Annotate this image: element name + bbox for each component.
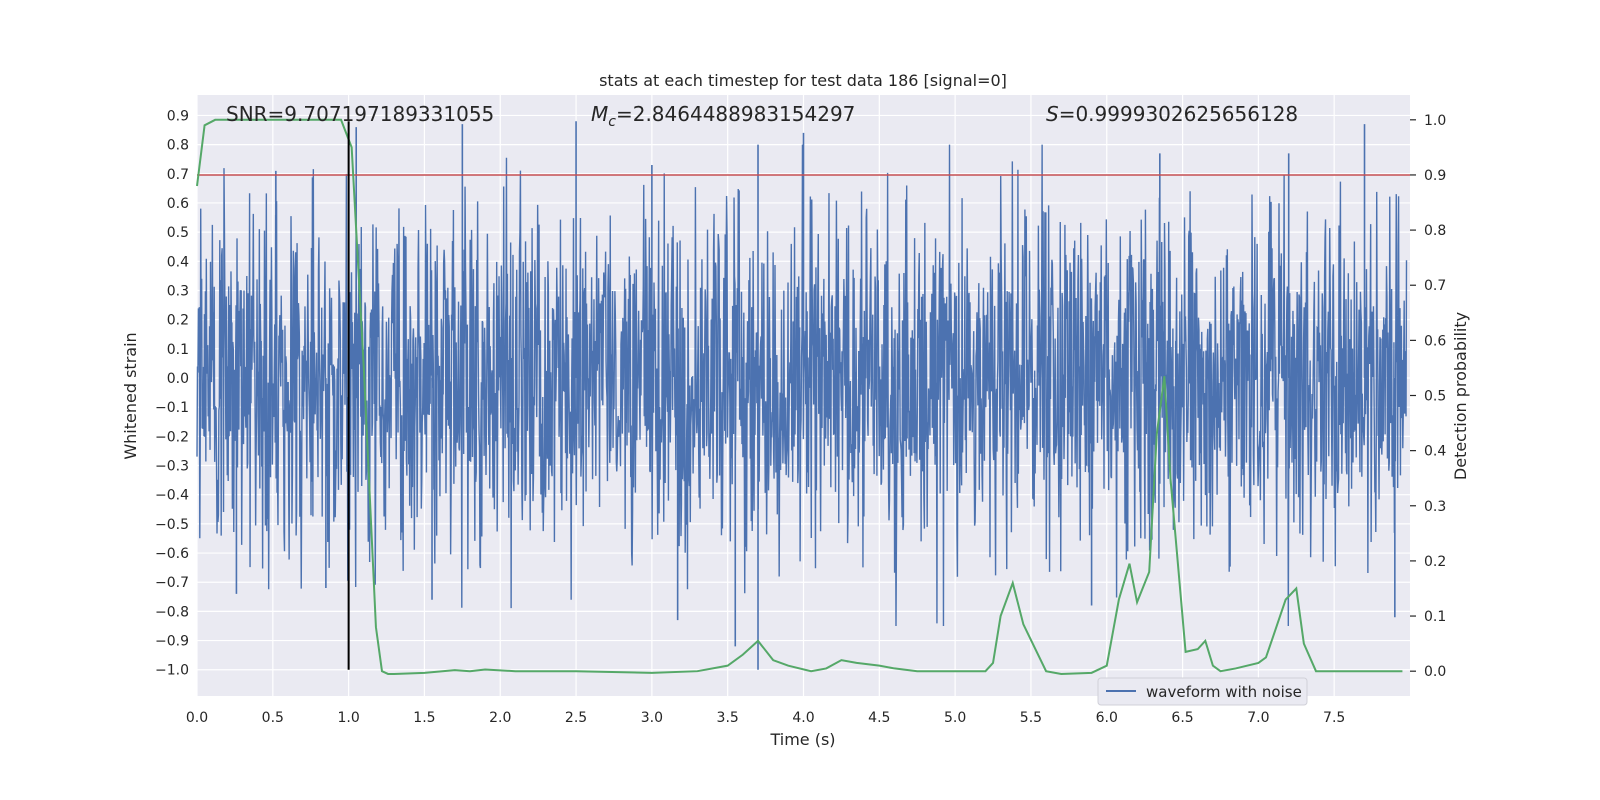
s-value: =0.9999302625656128 (1059, 102, 1298, 126)
x-tick-label: 2.0 (489, 710, 511, 726)
y-tick-label: 0.8 (167, 138, 189, 154)
x-tick-label: 2.5 (565, 710, 587, 726)
y2-tick-label: 0.4 (1424, 444, 1446, 460)
x-tick-label: 6.0 (1096, 710, 1118, 726)
y2-tick-label: 0.1 (1424, 609, 1446, 625)
x-tick-label: 7.5 (1323, 710, 1345, 726)
legend: waveform with noise (1097, 677, 1308, 706)
chirp-mass-symbol: M (591, 102, 608, 126)
y-tick-label: 0.6 (167, 196, 189, 212)
y2-tick-label: 0.0 (1424, 664, 1446, 680)
y-tick-label: 0.2 (167, 313, 189, 329)
x-tick-label: 5.5 (1020, 710, 1042, 726)
y-tick-label: 0.9 (167, 108, 189, 124)
y2-tick-label: 0.9 (1424, 168, 1446, 184)
y-tick-label: 0.4 (167, 254, 189, 270)
y-tick-label: −0.1 (155, 400, 189, 416)
snr-annotation: SNR=9.707197189331055 (226, 102, 494, 126)
waveform-series (196, 121, 1408, 670)
y-tick-label: −0.6 (155, 546, 189, 562)
y-tick-label: −1.0 (155, 663, 189, 679)
legend-label-waveform: waveform with noise (1146, 683, 1302, 701)
y2-tick-label: 0.5 (1424, 389, 1446, 405)
chirp-mass-annotation: Mc=2.8464488983154297 (591, 102, 855, 130)
y2-axis-label: Detection probability (1451, 312, 1470, 480)
chart-title: stats at each timestep for test data 186… (599, 71, 1007, 90)
x-axis-label: Time (s) (769, 730, 835, 749)
x-tick-label: 7.0 (1247, 710, 1269, 726)
y-tick-label: −0.3 (155, 459, 189, 475)
chirp-mass-value: =2.8464488983154297 (616, 102, 855, 126)
waveform-line (196, 144, 1408, 626)
legend-box (1097, 677, 1308, 706)
y-tick-label: −0.9 (155, 634, 189, 650)
y2-tick-label: 0.3 (1424, 499, 1446, 515)
y-tick-label: −0.7 (155, 575, 189, 591)
y-tick-label: 0.0 (167, 371, 189, 387)
chirp-mass-subscript: c (608, 114, 616, 130)
y-tick-label: −0.4 (155, 488, 189, 504)
x-tick-label: 1.5 (413, 710, 435, 726)
s-symbol: S (1046, 102, 1059, 126)
y2-tick-label: 0.8 (1424, 223, 1446, 239)
overlays (196, 118, 1410, 675)
y2-tick-label: 0.6 (1424, 333, 1446, 349)
y2-tick-label: 0.7 (1424, 278, 1446, 294)
axes: 0.0 0.5 1.0 1.5 2.0 2.5 3.0 3.5 4.0 4.5 5.0 5.5 6.0 6… (155, 108, 1446, 726)
x-tick-label: 0.5 (262, 710, 284, 726)
x-tick-label: 3.5 (717, 710, 739, 726)
x-tick-label: 4.5 (868, 710, 890, 726)
x-tick-label: 3.0 (641, 710, 663, 726)
y-tick-label: 0.3 (167, 283, 189, 299)
y-tick-label: −0.5 (155, 517, 189, 533)
x-tick-label: 6.5 (1171, 710, 1193, 726)
y-tick-label: −0.8 (155, 604, 189, 620)
y-tick-label: −0.2 (155, 429, 189, 445)
x-tick-label: 1.0 (337, 710, 359, 726)
s-annotation: S=0.9999302625656128 (1046, 102, 1298, 126)
x-tick-label: 5.0 (944, 710, 966, 726)
y2-tick-label: 1.0 (1424, 113, 1446, 129)
y-axis-label: Whitened strain (121, 332, 140, 459)
x-tick-label: 0.0 (186, 710, 208, 726)
detection-probability-line (196, 118, 1403, 675)
x-tick-label: 4.0 (792, 710, 814, 726)
y-tick-label: 0.1 (167, 342, 189, 358)
y-tick-label: 0.5 (167, 225, 189, 241)
y-tick-label: 0.7 (167, 167, 189, 183)
y2-tick-label: 0.2 (1424, 554, 1446, 570)
